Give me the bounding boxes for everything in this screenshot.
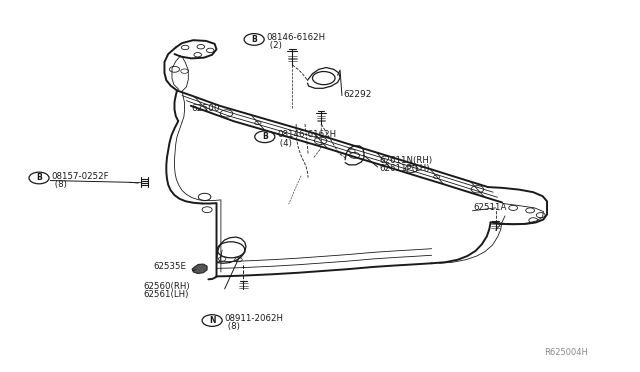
Text: 08157-0252F: 08157-0252F bbox=[52, 171, 109, 180]
Text: (8): (8) bbox=[225, 322, 239, 331]
Text: 62292: 62292 bbox=[344, 90, 372, 99]
Text: 08911-2062H: 08911-2062H bbox=[225, 314, 284, 323]
Text: 62560(RH): 62560(RH) bbox=[143, 282, 189, 291]
Text: B: B bbox=[36, 173, 42, 183]
Text: 08146-6162H: 08146-6162H bbox=[277, 130, 337, 140]
Text: 62500: 62500 bbox=[191, 104, 220, 113]
Text: 62611N(RH): 62611N(RH) bbox=[380, 156, 433, 165]
Text: 62561(LH): 62561(LH) bbox=[143, 290, 189, 299]
Text: (8): (8) bbox=[52, 180, 67, 189]
Text: 08146-6162H: 08146-6162H bbox=[267, 33, 326, 42]
Text: R625004H: R625004H bbox=[545, 348, 588, 357]
Text: B: B bbox=[252, 35, 257, 44]
Text: B: B bbox=[262, 132, 268, 141]
Text: (4): (4) bbox=[277, 139, 292, 148]
Text: (2): (2) bbox=[267, 41, 282, 50]
Text: 62535E: 62535E bbox=[154, 262, 187, 270]
Text: 62511A: 62511A bbox=[474, 203, 507, 212]
Text: N: N bbox=[209, 316, 216, 325]
Polygon shape bbox=[192, 264, 207, 273]
Text: 62611P(LH): 62611P(LH) bbox=[380, 164, 430, 173]
